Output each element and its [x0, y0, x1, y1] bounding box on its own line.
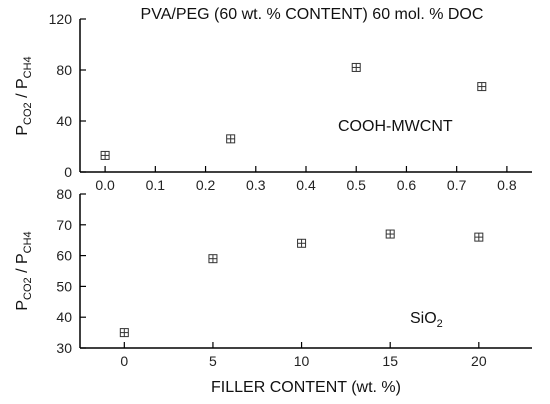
top-annotation: COOH-MWCNT	[338, 118, 453, 135]
top-y-ticks: 0 40 80 120	[49, 11, 86, 180]
top-data-point	[100, 150, 110, 160]
top-x-ticks: 0.0 0.1 0.2 0.3 0.4 0.5 0.6 0.7 0.8	[95, 166, 517, 193]
bottom-y-tick-label: 80	[56, 186, 72, 202]
top-x-tick-label: 0.7	[447, 177, 467, 193]
top-ylabel-sub1: CO2	[22, 102, 34, 125]
bottom-y-tick-label: 70	[56, 217, 72, 233]
bottom-data-point	[297, 238, 307, 248]
bottom-y-tick-label: 60	[56, 248, 72, 264]
top-y-tick-label: 0	[64, 164, 72, 180]
bottom-x-tick-label: 20	[471, 353, 487, 369]
bottom-ylabel-mid: / P	[14, 253, 31, 277]
bottom-ylabel-sub2: CH4	[22, 231, 34, 253]
bottom-x-tick-label: 0	[120, 353, 128, 369]
top-x-tick-label: 0.5	[346, 177, 366, 193]
bottom-y-tick-label: 50	[56, 278, 72, 294]
top-data-point	[477, 82, 487, 92]
bottom-x-axis-label: FILLER CONTENT (wt. %)	[211, 379, 401, 396]
bottom-panel: 0 5 10 15 20 30 40 50 60 70 80 SiO2 FILLER CONTEN…	[14, 186, 532, 396]
top-y-axis-label: PCO2 / PCH4	[14, 56, 34, 135]
bottom-ylabel-main: P	[14, 300, 31, 311]
top-y-tick-label: 80	[56, 62, 72, 78]
top-ylabel-sub2: CH4	[22, 56, 34, 78]
top-ylabel-main: P	[14, 125, 31, 136]
bottom-annotation-sub: 2	[437, 318, 443, 330]
bottom-y-tick-label: 30	[56, 340, 72, 356]
top-ylabel-mid: / P	[14, 78, 31, 102]
bottom-x-tick-label: 10	[294, 353, 310, 369]
bottom-y-tick-label: 40	[56, 309, 72, 325]
bottom-annotation-main: SiO	[410, 310, 437, 327]
bottom-y-axis-label: PCO2 / PCH4	[14, 231, 34, 310]
top-y-tick-label: 40	[56, 113, 72, 129]
top-x-tick-label: 0.1	[146, 177, 166, 193]
top-x-tick-label: 0.4	[296, 177, 316, 193]
bottom-annotation: SiO2	[410, 310, 443, 330]
top-chart-title: PVA/PEG (60 wt. % CONTENT) 60 mol. % DOC	[141, 6, 484, 23]
top-panel: 0.0 0.1 0.2 0.3 0.4 0.5 0.6 0.7 0.8 0 40 80 120 PVA…	[14, 6, 532, 193]
bottom-data-point	[385, 229, 395, 239]
bottom-data-points	[119, 229, 484, 338]
top-x-tick-label: 0.8	[497, 177, 517, 193]
bottom-ylabel-sub1: CO2	[22, 277, 34, 300]
top-x-tick-label: 0.3	[246, 177, 266, 193]
top-data-point	[351, 62, 361, 72]
top-data-points	[100, 62, 487, 160]
top-y-tick-label: 120	[49, 11, 73, 27]
top-x-tick-label: 0.6	[397, 177, 417, 193]
bottom-data-point	[208, 254, 218, 264]
bottom-y-ticks: 30 40 50 60 70 80	[56, 186, 86, 356]
bottom-x-tick-label: 5	[209, 353, 217, 369]
top-data-point	[226, 134, 236, 144]
bottom-x-tick-label: 15	[382, 353, 398, 369]
bottom-data-point	[119, 328, 129, 338]
top-x-tick-label: 0.2	[196, 177, 216, 193]
bottom-x-ticks: 0 5 10 15 20	[120, 342, 487, 369]
top-x-tick-label: 0.0	[95, 177, 115, 193]
bottom-data-point	[474, 232, 484, 242]
